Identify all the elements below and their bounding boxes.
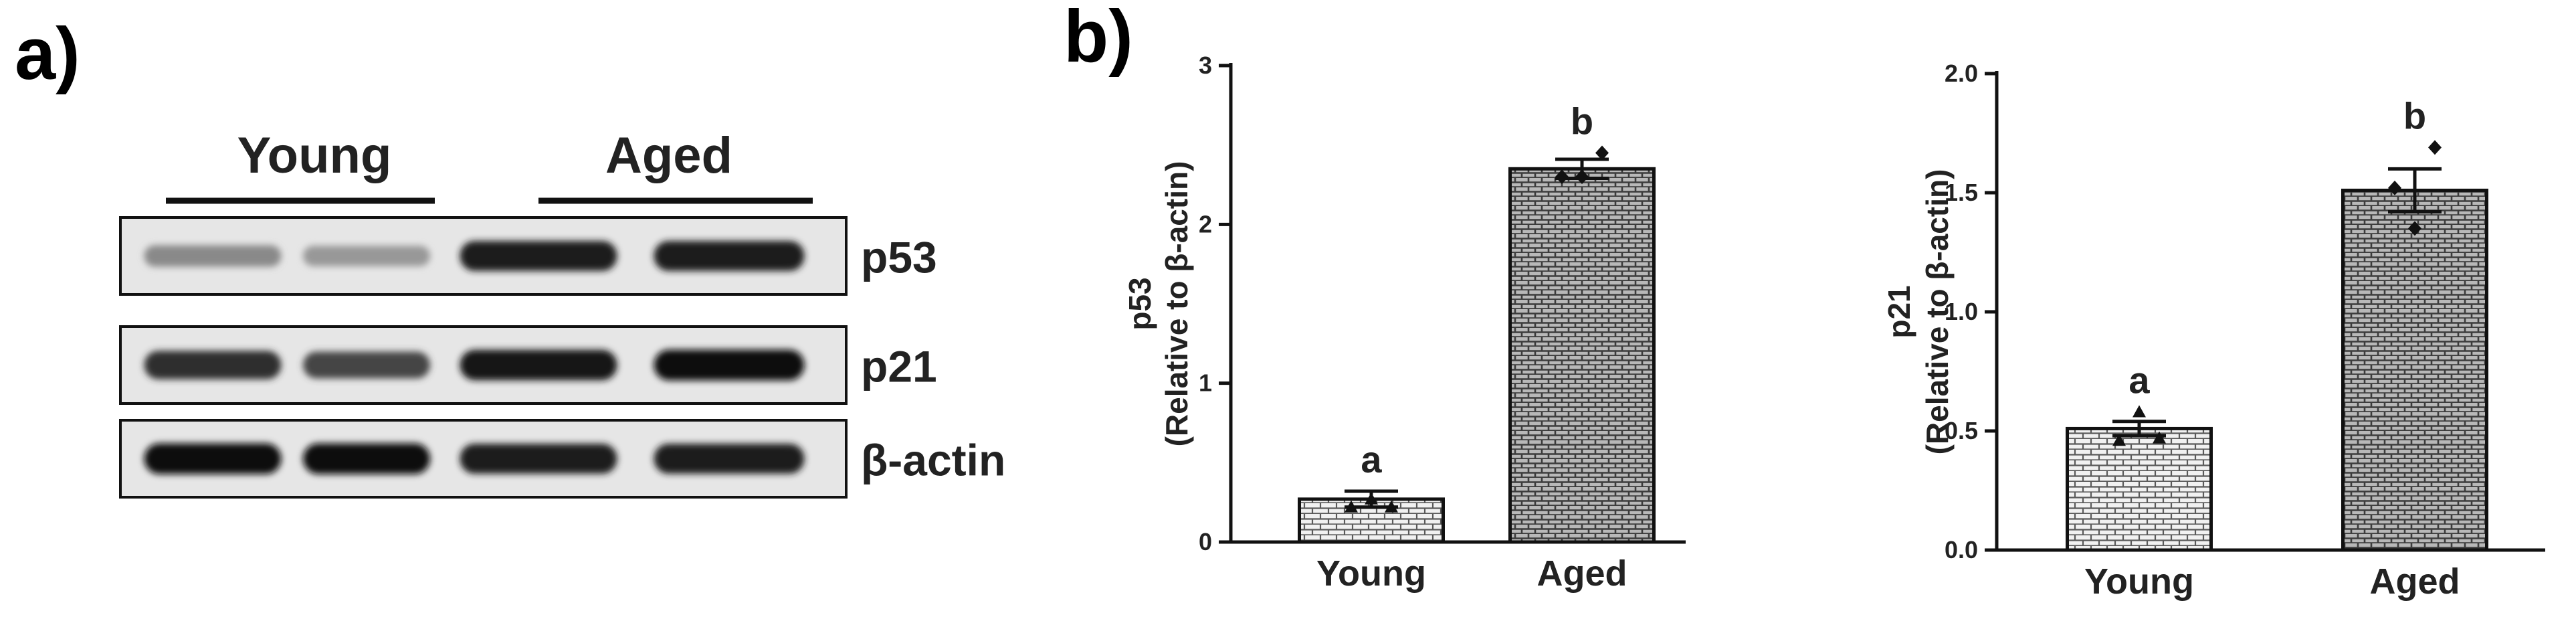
data-point bbox=[1365, 492, 1378, 505]
blot-band bbox=[654, 241, 805, 271]
bar bbox=[1508, 167, 1656, 544]
data-point bbox=[2153, 431, 2166, 444]
western-blot: p53 p21 β-actin bbox=[119, 216, 1005, 499]
blot-band bbox=[460, 241, 617, 271]
group-header-young: Young bbox=[166, 127, 435, 204]
blot-band bbox=[460, 349, 617, 381]
blot-band bbox=[144, 351, 282, 379]
significance-letter: a bbox=[2128, 359, 2150, 402]
y-axis-title: p21 bbox=[1882, 285, 1916, 338]
blot-label: β-actin bbox=[861, 436, 1005, 485]
data-point bbox=[2428, 140, 2442, 155]
y-axis-title-unit: (Relative to β-actin) bbox=[1159, 161, 1194, 447]
data-point bbox=[1555, 169, 1569, 185]
group-header-aged: Aged bbox=[538, 127, 813, 204]
y-axis-title-unit: (Relative to β-actin) bbox=[1920, 169, 1955, 455]
data-point bbox=[2408, 221, 2421, 236]
blot-band bbox=[303, 443, 430, 474]
y-tick-label: 0.5 bbox=[1945, 417, 1978, 444]
p53-bar-chart: 0 1 2 3 p53 (Relative to β-actin) a Young b Aged bbox=[1122, 52, 1686, 594]
data-point bbox=[1575, 169, 1589, 185]
x-tick-label: Aged bbox=[2370, 561, 2460, 602]
group-label-young: Young bbox=[237, 127, 392, 184]
panel-b-label: b) bbox=[1064, 0, 1133, 78]
blot-label: p21 bbox=[861, 342, 937, 391]
data-point bbox=[1345, 500, 1358, 513]
blot-band bbox=[303, 351, 430, 379]
y-tick-label: 3 bbox=[1199, 52, 1212, 79]
blot-band bbox=[144, 443, 282, 474]
blot-band bbox=[654, 444, 805, 474]
blot-band bbox=[144, 245, 282, 267]
significance-letter: a bbox=[1361, 438, 1382, 480]
data-point bbox=[1385, 500, 1398, 513]
x-tick-label: Aged bbox=[1537, 553, 1627, 594]
y-tick-label: 1 bbox=[1199, 369, 1212, 397]
y-tick-label: 2 bbox=[1199, 210, 1212, 238]
data-point bbox=[2112, 434, 2126, 446]
blot-band bbox=[654, 349, 805, 381]
blot-band bbox=[303, 246, 430, 266]
bar bbox=[2341, 188, 2488, 552]
data-point bbox=[1595, 145, 1609, 161]
x-tick-label: Young bbox=[1316, 553, 1426, 594]
bar bbox=[2066, 426, 2213, 552]
data-point bbox=[2388, 180, 2401, 195]
data-point bbox=[2133, 405, 2146, 418]
blot-band bbox=[460, 444, 617, 474]
y-tick-label: 0 bbox=[1199, 528, 1212, 555]
significance-letter: b bbox=[1571, 100, 1593, 143]
significance-letter: b bbox=[2403, 94, 2426, 137]
y-tick-label: 0.0 bbox=[1945, 536, 1978, 563]
y-tick-label: 1.0 bbox=[1945, 298, 1978, 325]
p21-bar-chart: 0.0 0.5 1.0 1.5 2.0 p21 (Relative to β-actin) a… bbox=[1882, 60, 2545, 602]
y-tick-label: 1.5 bbox=[1945, 179, 1978, 206]
group-label-aged: Aged bbox=[605, 127, 732, 184]
blot-label: p53 bbox=[861, 233, 937, 282]
panel-a-label: a) bbox=[15, 13, 80, 95]
y-tick-label: 2.0 bbox=[1945, 60, 1978, 87]
x-tick-label: Young bbox=[2084, 561, 2194, 602]
y-axis-title: p53 bbox=[1122, 277, 1157, 330]
